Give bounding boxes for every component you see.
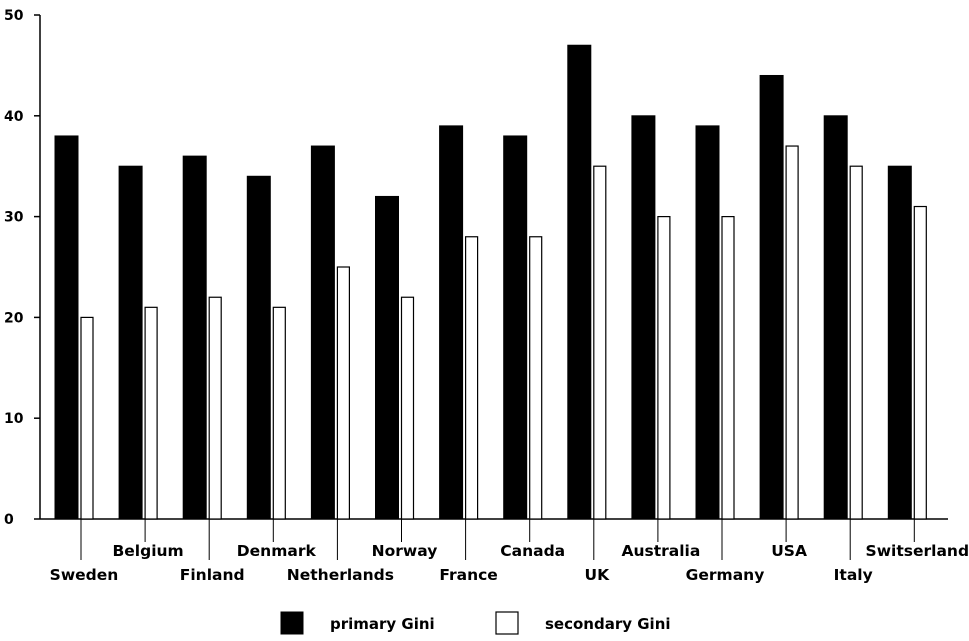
bar-primary xyxy=(567,44,592,520)
category-label: Australia xyxy=(621,542,700,560)
bar-secondary xyxy=(593,165,607,520)
bar-primary xyxy=(310,145,335,520)
bar-secondary xyxy=(272,306,286,520)
y-tick-label: 50 xyxy=(4,8,24,24)
bar-primary xyxy=(439,125,464,520)
bar-secondary xyxy=(208,296,222,520)
bar-primary xyxy=(759,74,784,520)
category-label: USA xyxy=(771,542,807,560)
category-label: France xyxy=(439,566,497,584)
bar-secondary xyxy=(336,266,350,520)
legend-swatch-primary xyxy=(280,611,304,635)
bar-secondary xyxy=(465,236,479,520)
legend-swatch-secondary xyxy=(495,611,519,635)
category-labels: Sweden Belgium Finland Denmark Netherlands No… xyxy=(50,519,969,584)
y-tick-label: 30 xyxy=(4,210,24,226)
category-label: Germany xyxy=(686,566,765,584)
category-label: Belgium xyxy=(112,542,183,560)
bar-secondary xyxy=(144,306,158,520)
category-label: Canada xyxy=(500,542,565,560)
bar-secondary xyxy=(529,236,543,520)
bar-primary xyxy=(118,165,143,520)
bars xyxy=(54,44,927,520)
bar-primary xyxy=(503,135,528,520)
category-label: Sweden xyxy=(50,566,119,584)
bar-secondary xyxy=(913,205,927,520)
bar-primary xyxy=(246,175,271,520)
bar-secondary xyxy=(400,296,415,520)
bar-secondary xyxy=(785,145,799,520)
category-label: Denmark xyxy=(237,542,317,560)
bar-primary xyxy=(631,115,656,520)
bar-primary xyxy=(375,195,399,520)
legend-label-primary: primary Gini xyxy=(330,615,435,633)
category-label: Norway xyxy=(372,542,438,560)
bar-secondary xyxy=(80,316,94,520)
y-tick-label: 40 xyxy=(4,109,24,125)
bar-primary xyxy=(823,115,848,520)
y-tick-label: 0 xyxy=(4,512,14,528)
category-label: Italy xyxy=(834,566,873,584)
y-tick-label: 20 xyxy=(4,310,24,326)
category-label: Netherlands xyxy=(287,566,394,584)
category-label: Finland xyxy=(180,566,245,584)
category-label: Switserland xyxy=(866,542,969,560)
bar-secondary xyxy=(657,216,671,520)
bar-primary xyxy=(695,125,720,520)
bar-secondary xyxy=(849,165,863,520)
bar-primary xyxy=(54,135,79,520)
legend-label-secondary: secondary Gini xyxy=(545,615,671,633)
y-tick-label: 10 xyxy=(4,411,24,427)
bar-primary xyxy=(887,165,912,520)
bar-secondary xyxy=(721,216,735,520)
category-label: UK xyxy=(584,566,610,584)
legend: primary Gini secondary Gini xyxy=(280,611,671,635)
bar-primary xyxy=(182,155,207,520)
